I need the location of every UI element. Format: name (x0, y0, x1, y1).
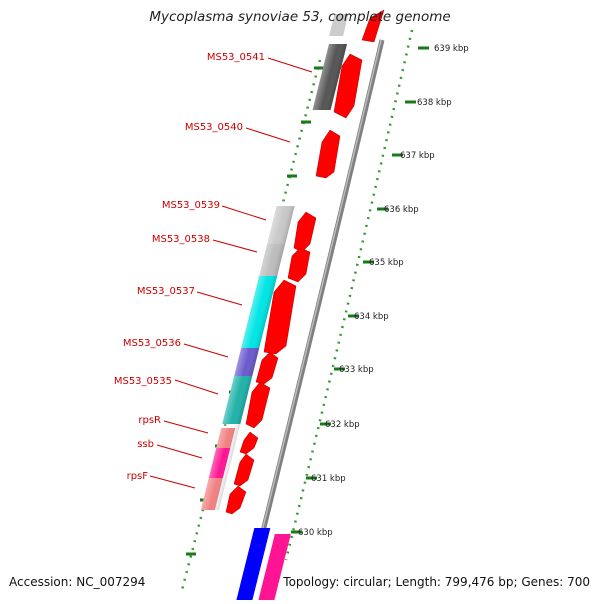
gene-arrow-ms53-0541 (333, 53, 363, 119)
gene-arrow-ms53-0538 (287, 247, 311, 283)
gene-arrow-top (361, 9, 385, 43)
gene-label: MS53_0535 (114, 376, 172, 387)
ruler-labels: 639 kbp 638 kbp 637 kbp 636 kbp 635 kbp … (298, 44, 469, 538)
topology-text: Topology: circular; Length: 799,476 bp; … (283, 575, 590, 589)
genome-title: Mycoplasma synoviae 53, complete genome (149, 9, 451, 25)
ruler-label: 634 kbp (354, 312, 389, 322)
gene-labels: MS53_0541 MS53_0540 MS53_0539 MS53_0538 … (114, 52, 265, 482)
gene-arrow-ms53-0535 (245, 381, 271, 429)
gene-label: ssb (137, 439, 154, 450)
gene-arrow-ms53-0537 (263, 279, 297, 355)
gene-label: rpsR (138, 415, 161, 426)
feature-shade (200, 206, 295, 510)
ruler-label: 636 kbp (384, 205, 419, 215)
gene-label: MS53_0540 (185, 122, 243, 133)
gene-arrow-rpsf (225, 485, 247, 515)
ruler-label: 635 kbp (369, 258, 404, 268)
feature-track (200, 14, 349, 600)
gene-arrow-rpsr (239, 431, 259, 455)
gene-label: MS53_0536 (123, 338, 181, 349)
genome-backbone (243, 39, 385, 601)
genome-backbone-highlight (244, 39, 382, 601)
gene-label: rpsF (127, 471, 149, 482)
gene-arrow-ssb (233, 453, 255, 487)
gene-label: MS53_0541 (207, 52, 265, 63)
ruler-label: 631 kbp (311, 474, 346, 484)
ruler-label: 639 kbp (434, 44, 469, 54)
ruler-label: 633 kbp (339, 365, 374, 375)
gene-label: MS53_0538 (152, 234, 210, 245)
ruler-label: 637 kbp (400, 151, 435, 161)
label-leader-lines (149, 57, 313, 489)
feature-shade (312, 44, 348, 110)
gene-arrow-ms53-0536 (255, 351, 279, 385)
gene-arrow-ms53-0539 (293, 211, 317, 253)
feature-block-blue (236, 528, 271, 600)
accession-text: Accession: NC_007294 (9, 575, 146, 589)
gene-arrow-ms53-0540 (315, 129, 341, 179)
gene-label: MS53_0537 (137, 286, 195, 297)
gene-arrows (225, 9, 385, 515)
ruler-label: 630 kbp (298, 528, 333, 538)
ruler-label: 632 kbp (325, 420, 360, 430)
gene-label: MS53_0539 (162, 200, 220, 211)
feature-block-magenta (258, 534, 291, 600)
feature-block-top (329, 14, 349, 36)
inner-dotted-ring (180, 59, 322, 591)
ruler-label: 638 kbp (417, 98, 452, 108)
